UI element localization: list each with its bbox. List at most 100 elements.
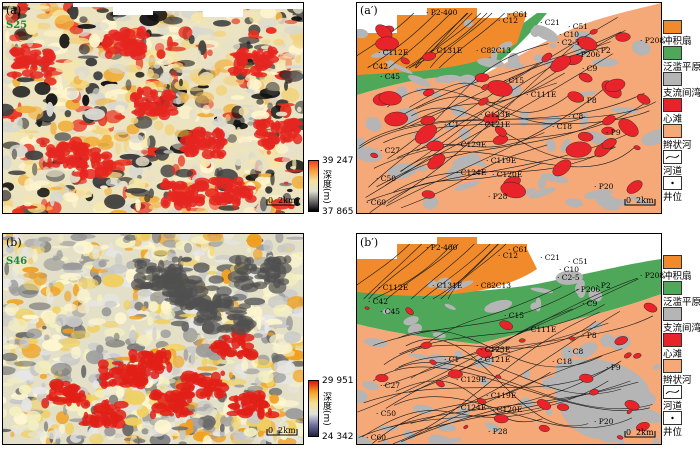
legend-item: 辫状河 [663,359,700,386]
well-label: · C111E [526,325,557,334]
well-label: · C18 [552,357,573,366]
legend-label: 支流间湾 [663,88,700,99]
scale-zero-b: 0 [268,426,274,435]
legend-item: 冲积扇 [663,20,700,47]
well-labels-b2: · P2-400 · C12 · C61 · C21 · C10 · C2-5 · C51 ·… [356,233,664,443]
well-label: · C1 [444,355,460,364]
scale-bar-b: 0 2km [266,426,300,442]
well-label: · C121E [480,120,511,129]
well-label: · C13 [491,46,512,55]
well-label: · P2 [596,46,611,55]
well-label: · C50 [376,409,397,418]
fill-swatch [663,72,682,86]
well-label: · C2-5 [557,273,580,282]
well-label: · C42 [368,297,389,306]
fill-swatch [663,333,682,347]
well-label: · P28 [488,427,508,436]
well-label: · C10 [559,265,580,274]
well-label: · C42 [368,62,389,71]
legend-item: 辫状河 [663,124,700,151]
panel-tag-a2: (a′) [360,4,378,17]
legend-item: 支流间湾 [663,72,700,99]
well-label: · C112E [378,283,409,292]
well-label: · C119E [486,391,517,400]
well-label: · C121E [480,355,511,364]
well-label: · C82 [476,46,497,55]
well-label: · P28 [488,192,508,201]
well-dot-icon [663,176,682,190]
scale-zero-a: 0 [268,196,274,205]
facies-map-a2-image [357,3,661,213]
well-label: · C10 [559,30,580,39]
well-dot-icon [663,411,682,425]
scale-length-a2: 2km [636,196,654,205]
well-label: · C129E [456,140,487,149]
legend-item: 心滩 [663,333,700,360]
facies-map-b2 [356,233,662,445]
channel-line-icon [663,150,682,164]
scale-bar-a: 0 2km [266,196,300,212]
well-label: · C51 [568,22,589,31]
legend-label: 辫状河 [663,140,692,151]
colorbar-a-unit: 深度(m) [321,170,331,204]
well-label: · C131E [432,281,463,290]
fill-swatch [663,124,682,138]
well-label: · C8 [568,347,584,356]
well-label: · C124E [456,403,487,412]
well-label: · C9 [582,64,598,73]
well-label: · C120E [492,405,523,414]
legend-label: 支流间湾 [663,323,700,334]
legend-label: 井位 [663,192,683,203]
well-label: · C123E [480,345,511,354]
well-label: · C111E [526,90,557,99]
legend-item: 河道 [663,385,700,412]
well-label: · C45 [380,72,401,81]
well-label: · C18 [552,122,573,131]
well-label: · P2 [596,281,611,290]
well-label: · P9 [606,128,621,137]
colorbar-a [308,160,319,212]
well-label: · P208 [640,271,665,280]
well-label: · C51 [568,257,589,266]
legend-label: 心滩 [663,349,683,360]
well-label: · C9 [582,299,598,308]
well-label: · C123E [480,110,511,119]
well-label: · C120E [492,170,523,179]
legend-item: 河道 [663,150,700,177]
scale-length-b2: 2km [636,428,654,437]
fill-swatch [663,20,682,34]
scale-bar-b2: 0 2km [624,428,658,444]
legend-item: 井位 [663,176,700,203]
legend-label: 泛滥平原 [663,62,700,73]
well-label: · C131E [432,46,463,55]
well-label: · C15 [504,311,525,320]
well-label: · C124E [456,168,487,177]
well-label: · C50 [376,174,397,183]
well-label: · C2-5 [557,38,580,47]
scale-length-a: 2km [278,196,296,205]
well-label: · P2-400 [426,243,458,252]
well-label: · C60 [366,198,387,207]
panel-tag-a: (a) [6,4,22,17]
legend-item: 泛滥平原 [663,281,700,308]
well-label: · C27 [380,381,401,390]
scale-zero-b2: 0 [626,428,632,437]
channel-line-icon [663,385,682,399]
well-label: · C82 [476,281,497,290]
well-label: · P20 [594,182,614,191]
fill-swatch [663,46,682,60]
facies-map-a2 [356,2,662,214]
well-label: · C21 [540,18,561,27]
panel-tag-b: (b) [6,236,22,249]
legend-item: 井位 [663,411,700,438]
attribute-map-b-image [3,234,303,444]
well-labels-a2: · P2-400 · C12 · C61 · C21 · C10 · C2-5 · C51 ·… [356,2,664,212]
well-label: · P206 [576,285,601,294]
fill-swatch [663,98,682,112]
legend-label: 泛滥平原 [663,297,700,308]
fill-swatch [663,281,682,295]
well-label: · P2-400 [426,8,458,17]
well-label: · C1 [444,120,460,129]
well-label: · C13 [491,281,512,290]
well-label: · C112E [378,48,409,57]
